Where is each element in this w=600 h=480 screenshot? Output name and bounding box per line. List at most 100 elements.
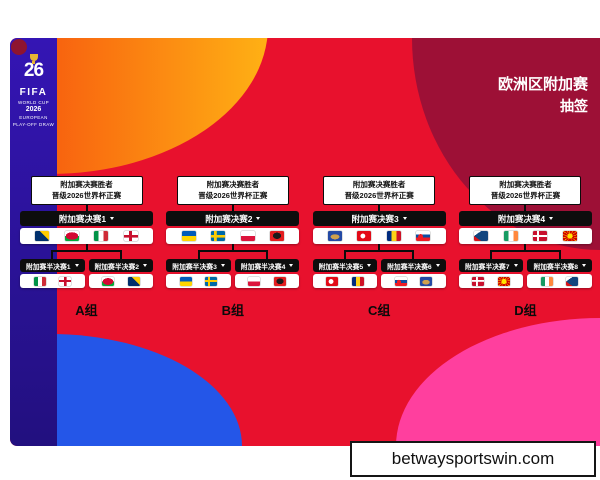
watermark-text: betwaysportswin.com	[391, 449, 555, 468]
artwork-background: 26 FIFA WORLD CUP 2026 EUROPEAN PLAY-OFF…	[10, 38, 600, 446]
final-label: 附加赛决赛4	[497, 213, 546, 224]
semifinal: 附加赛半决赛4	[234, 259, 300, 288]
flag-icon	[326, 276, 339, 286]
qualify-line1: 附加赛决赛胜者	[60, 180, 113, 189]
poster-title: 欧洲区附加赛 抽签	[498, 74, 588, 116]
flag-icon	[64, 231, 79, 241]
flag-icon	[35, 231, 50, 241]
semifinal-bar: 附加赛半决赛5	[312, 259, 378, 272]
semifinal-label: 附加赛半决赛2	[94, 263, 140, 271]
flag-icon	[273, 276, 286, 286]
flag-icon	[394, 276, 407, 286]
semifinal-bar: 附加赛半决赛2	[88, 259, 153, 272]
semifinals-row: 附加赛半决赛1 附加赛半决赛2	[20, 259, 153, 288]
semifinal-label: 附加赛半决赛8	[533, 263, 579, 271]
semifinal-bar: 附加赛半决赛8	[527, 259, 592, 272]
world-cup-text: WORLD CUP	[17, 99, 50, 105]
flag-icon	[248, 276, 261, 286]
semifinal: 附加赛半决赛2	[88, 259, 153, 288]
final-bar: 附加赛决赛2	[166, 211, 300, 226]
semifinal: 附加赛半决赛6	[381, 259, 446, 288]
flag-icon	[33, 276, 46, 286]
chevron-down-icon	[549, 217, 554, 220]
final-flags-row	[458, 228, 592, 244]
connector-tee	[343, 250, 415, 259]
flag-icon	[472, 276, 485, 286]
group-label: A组	[75, 303, 98, 318]
fifa-wordmark: FIFA	[19, 86, 48, 98]
final-bar: 附加赛决赛1	[20, 211, 153, 226]
semifinal-flags-row	[381, 274, 446, 288]
flag-icon	[357, 231, 372, 241]
connector-line	[378, 205, 381, 211]
semifinal-label: 附加赛半决赛4	[240, 263, 286, 271]
qualify-note: 附加赛决赛胜者 晋级2026世界杯正赛	[323, 176, 436, 205]
semifinal-label: 附加赛半决赛6	[387, 263, 432, 271]
flag-icon	[94, 231, 109, 241]
semifinal-label: 附加赛半决赛1	[25, 263, 71, 271]
flag-icon	[497, 276, 510, 286]
year-text: 2026	[25, 105, 42, 113]
qualify-line2: 晋级2026世界杯正赛	[344, 190, 414, 200]
semifinal: 附加赛半决赛8	[527, 259, 592, 288]
semifinal-bar: 附加赛半决赛4	[234, 259, 300, 272]
flag-icon	[328, 231, 343, 241]
connector-line	[524, 244, 527, 250]
flag-icon	[181, 231, 196, 241]
watermark-box: betwaysportswin.com	[350, 441, 596, 477]
flag-icon	[102, 276, 114, 286]
semifinal-flags-row	[312, 274, 378, 288]
semifinal-flags-row	[234, 274, 300, 288]
flag-icon	[179, 276, 192, 286]
semifinals-row: 附加赛半决赛7 附加赛半决赛8	[458, 259, 592, 288]
semifinals-row: 附加赛半决赛5 附加赛半决赛6	[312, 259, 446, 288]
chevron-down-icon	[513, 264, 518, 267]
qualify-line2: 晋级2026世界杯正赛	[198, 190, 268, 200]
flag-icon	[351, 276, 364, 286]
qualify-line1: 附加赛决赛胜者	[352, 180, 406, 189]
qualify-line2: 晋级2026世界杯正赛	[490, 190, 561, 200]
final-flags-row	[166, 228, 300, 244]
chevron-down-icon	[220, 264, 225, 267]
connector-line	[85, 205, 88, 211]
bracket-path-c: 附加赛决赛胜者 晋级2026世界杯正赛 附加赛决赛3	[312, 176, 446, 319]
qualify-note: 附加赛决赛胜者 晋级2026世界杯正赛	[30, 176, 143, 205]
flag-icon	[416, 231, 431, 241]
flag-icon	[503, 231, 518, 241]
semifinals-row: 附加赛半决赛3 附加赛半决赛4	[166, 259, 300, 288]
corner-dot	[11, 39, 27, 55]
playoff-brackets: 附加赛决赛胜者 晋级2026世界杯正赛 附加赛决赛1	[20, 176, 592, 319]
semifinal-label: 附加赛半决赛3	[172, 263, 217, 271]
flag-icon	[474, 231, 489, 241]
semifinal-bar: 附加赛半决赛7	[458, 259, 524, 272]
bracket-path-b: 附加赛决赛胜者 晋级2026世界杯正赛 附加赛决赛2	[166, 176, 300, 319]
connector-line	[524, 205, 527, 211]
semifinal-bar: 附加赛半决赛1	[20, 259, 85, 272]
chevron-down-icon	[402, 217, 407, 220]
final-flags-row	[20, 228, 153, 244]
connector-tee	[51, 250, 122, 259]
flag-icon	[269, 231, 284, 241]
flag-icon	[386, 231, 401, 241]
semifinal-flags-row	[88, 274, 153, 288]
flag-icon	[123, 231, 138, 241]
semifinal-label: 附加赛半决赛7	[464, 263, 510, 271]
semifinal-flags-row	[20, 274, 85, 288]
flag-icon	[533, 231, 548, 241]
chevron-down-icon	[367, 264, 372, 267]
flag-icon	[127, 276, 140, 286]
qualify-note: 附加赛决赛胜者 晋级2026世界杯正赛	[176, 176, 289, 205]
flag-icon	[240, 231, 255, 241]
connector-line	[231, 244, 234, 250]
chevron-down-icon	[435, 264, 440, 267]
qualify-line1: 附加赛决赛胜者	[499, 180, 552, 189]
qualify-line2: 晋级2026世界杯正赛	[51, 190, 122, 200]
flag-icon	[566, 276, 579, 286]
european-text: EUROPEAN	[19, 114, 48, 120]
semifinal-bar: 附加赛半决赛6	[381, 259, 446, 272]
poster-title-line2: 抽签	[560, 97, 588, 114]
connector-line	[378, 244, 381, 250]
bracket-path-a: 附加赛决赛胜者 晋级2026世界杯正赛 附加赛决赛1	[20, 176, 153, 319]
final-flags-row	[312, 228, 446, 244]
